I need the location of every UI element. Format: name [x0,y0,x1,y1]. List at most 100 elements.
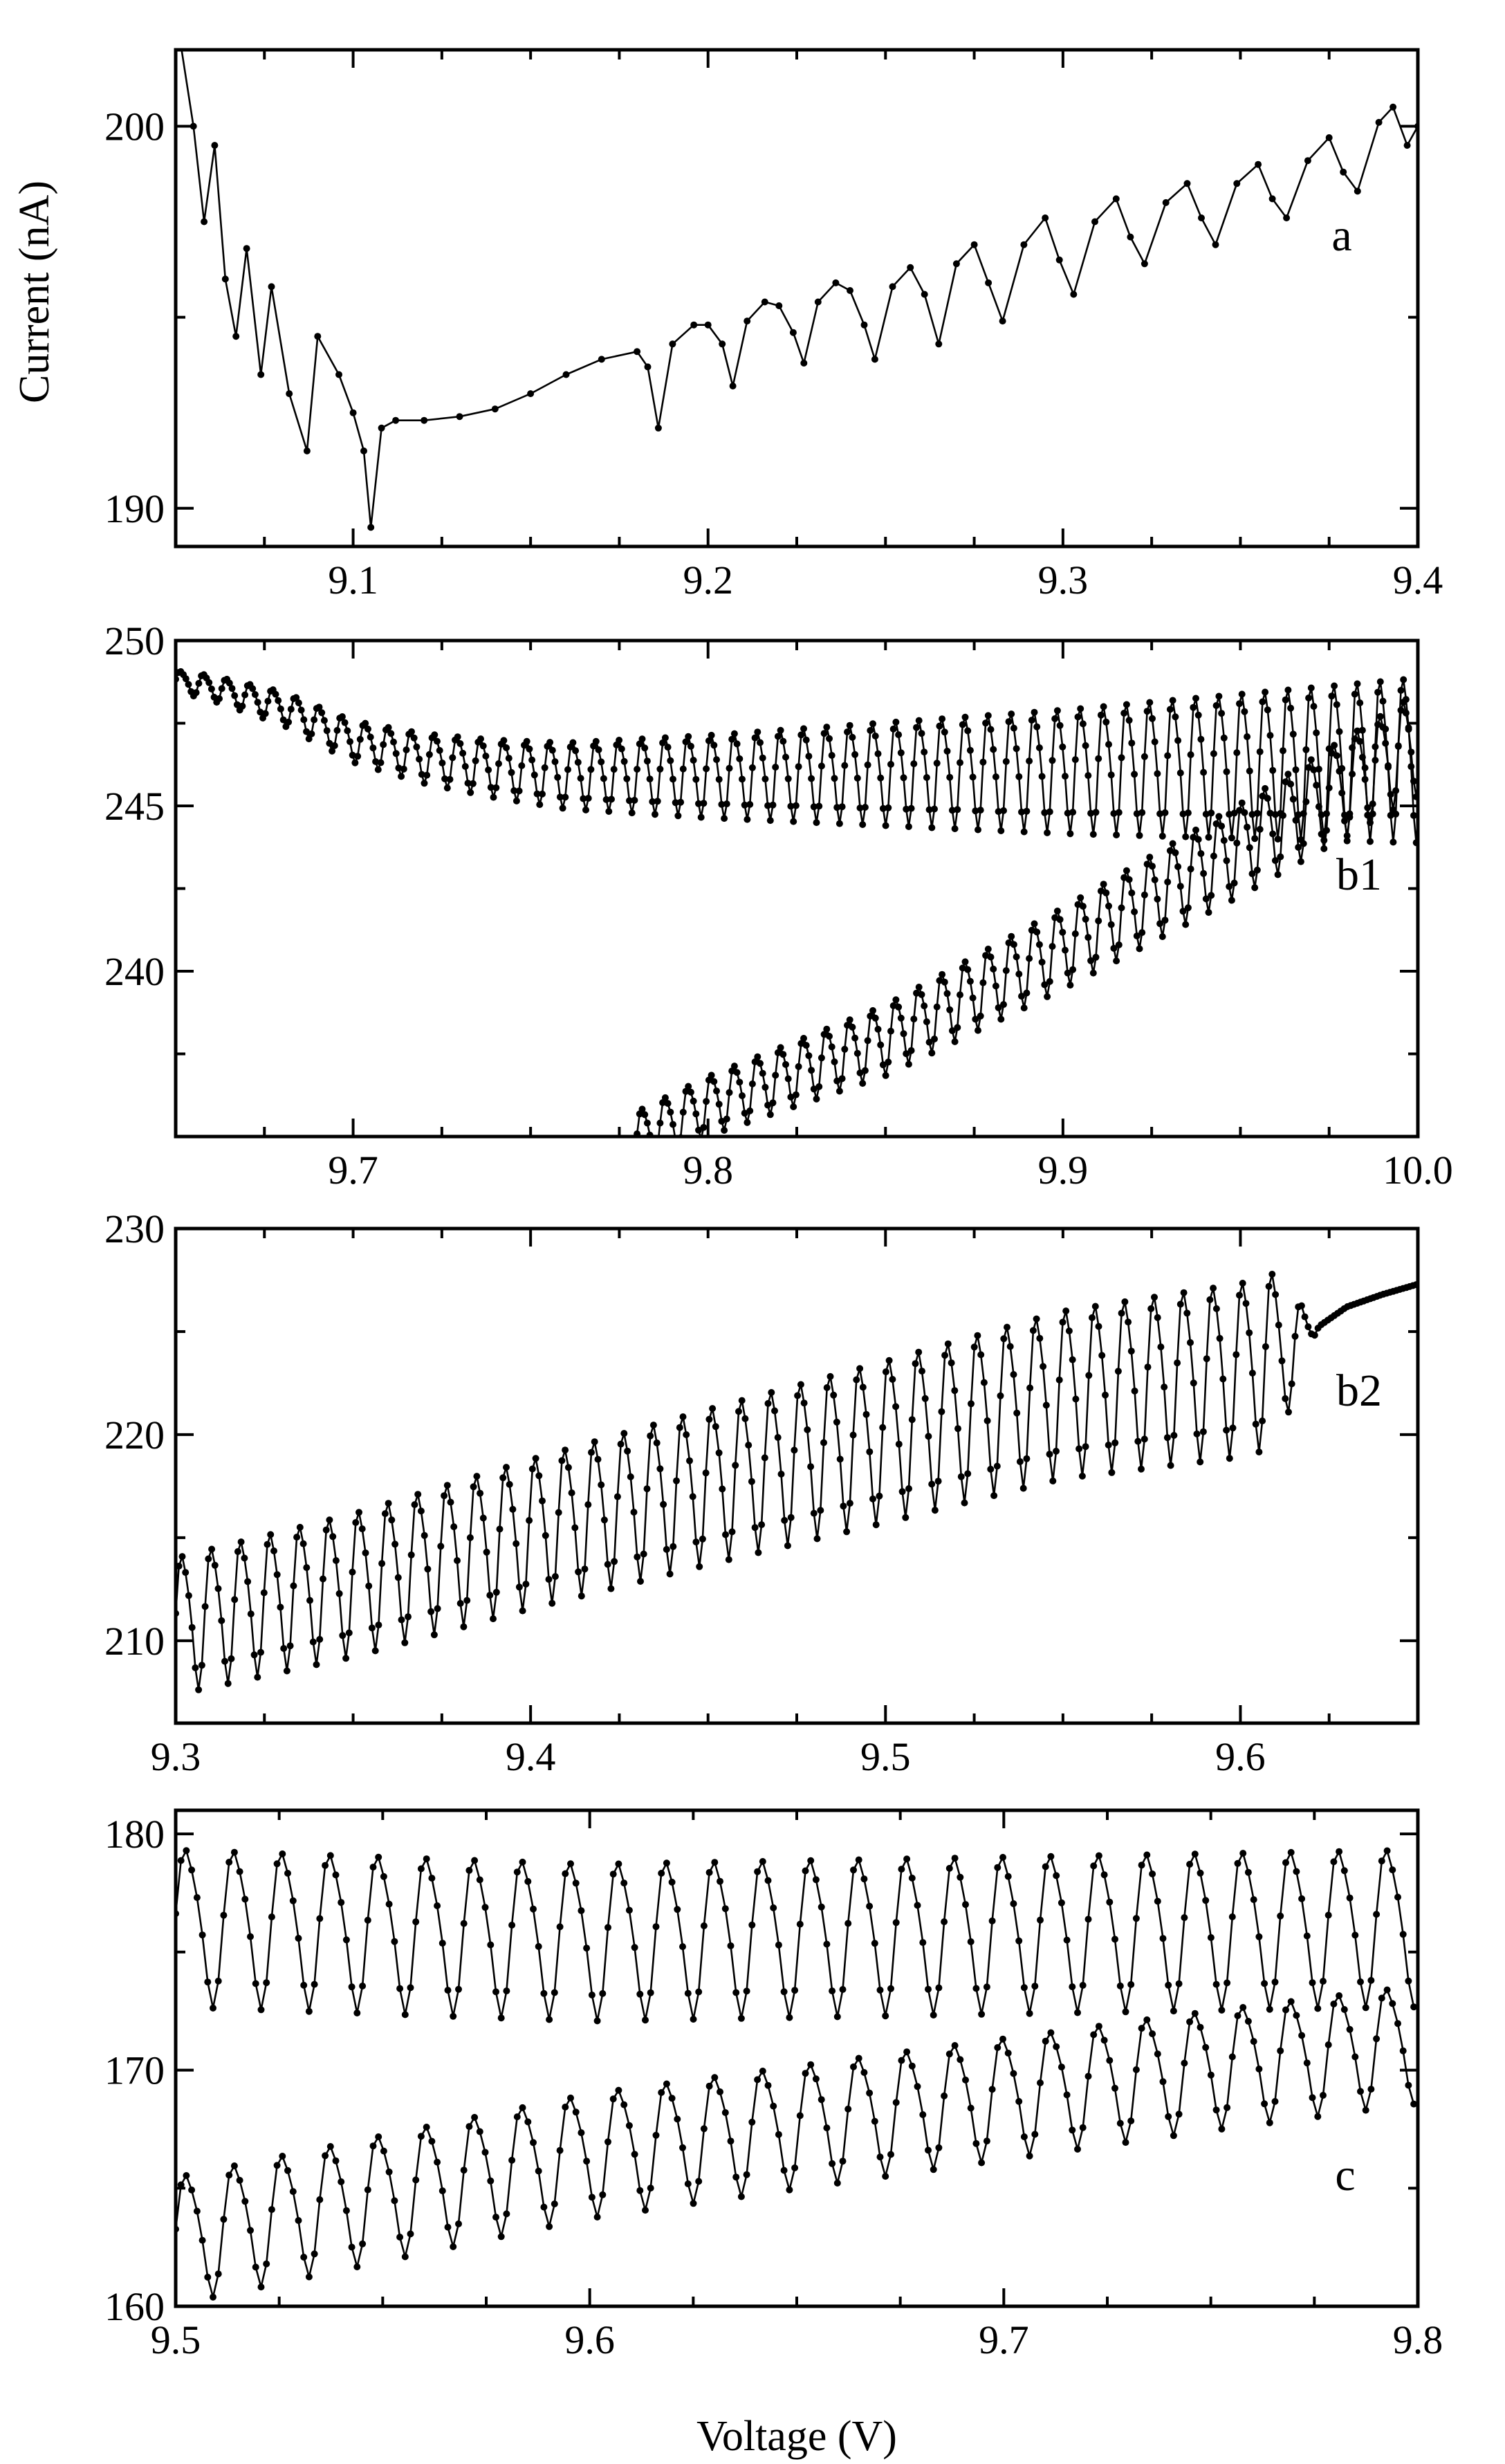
data-point [1358,753,1366,761]
data-point [228,685,236,692]
data-point [1169,840,1176,847]
data-point [1218,822,1226,830]
data-point [1331,682,1338,690]
y-tick-label: 180 [104,1812,165,1857]
data-point [1090,2031,1098,2039]
data-point [721,2109,729,2116]
data-point [787,1093,795,1101]
data-point [1092,953,1100,961]
data-point [743,1987,750,1995]
data-point [1271,857,1279,864]
data-point [293,1534,301,1541]
data-point [1313,782,1320,789]
data-point [380,741,387,748]
data-point [954,1024,961,1031]
data-point [533,790,541,798]
data-point [726,764,733,772]
data-point [508,769,515,776]
x-tick-label: 9.5 [151,2317,201,2362]
data-point [656,1119,664,1127]
data-point [1220,734,1228,742]
data-point [1026,757,1033,765]
data-point [623,775,631,782]
data-point [1149,863,1156,870]
data-point [380,1873,387,1880]
data-point [1362,2004,1369,2012]
data-point [254,1673,261,1681]
data-point [473,1473,481,1480]
data-point [582,806,589,813]
data-point [860,1875,868,1883]
data-point [1111,2084,1118,2092]
y-tick-label: 210 [104,1619,165,1664]
data-point [413,743,421,751]
data-point [649,1422,657,1429]
data-point [1035,941,1043,948]
data-point [1302,798,1310,805]
data-point [1399,2047,1407,2054]
data-point [862,1410,870,1418]
data-point [855,2054,862,2062]
data-point [369,2142,377,2150]
data-point [700,1922,708,1929]
data-point [584,1501,592,1509]
data-point [882,822,889,829]
data-point [1228,1913,1236,1920]
data-point [1289,796,1297,803]
data-point [476,1876,483,1884]
data-point [391,1541,399,1548]
data-point [1176,883,1184,890]
data-point [705,1868,713,1876]
data-point [1218,710,1226,717]
data-point [587,766,595,773]
data-point [764,2081,772,2089]
data-point [770,2102,777,2110]
data-point [477,1489,484,1497]
data-point [1194,711,1202,719]
data-point [348,2243,356,2251]
data-point [1031,2131,1039,2138]
data-point [943,990,951,997]
data-point [1200,769,1208,776]
data-point [1131,771,1138,778]
data-point [1169,697,1176,704]
data-point [997,1015,1005,1023]
data-point [381,1510,389,1518]
data-point [539,790,546,798]
data-point [646,775,654,783]
data-point [1309,1979,1316,1987]
data-point [856,1365,864,1372]
data-point [444,2223,452,2231]
data-point [1202,895,1210,903]
data-point [1023,1455,1031,1462]
data-point [895,1003,903,1011]
data-point [835,820,843,827]
data-point [583,2158,591,2165]
data-point [984,712,992,719]
data-point [421,1532,428,1539]
data-point [264,697,272,705]
data-point [398,773,405,780]
data-point [359,1983,367,1989]
data-point [709,1405,717,1413]
data-point [840,1502,847,1510]
data-point [892,718,900,726]
data-point [1046,1451,1053,1458]
data-point [315,704,323,711]
data-point [470,1483,477,1491]
data-point [853,774,861,782]
data-point [826,1033,833,1040]
data-point [272,690,279,698]
data-point [1183,180,1191,187]
data-point [972,1985,980,1992]
data-point [1331,742,1338,749]
data-point [791,1987,799,1994]
data-point [1361,775,1369,783]
data-point [944,1340,952,1348]
data-point [1149,2030,1156,2038]
data-point [598,1481,605,1489]
data-point [172,8,179,15]
data-point [741,1415,749,1422]
data-point [807,1857,815,1864]
data-point [620,1430,628,1437]
